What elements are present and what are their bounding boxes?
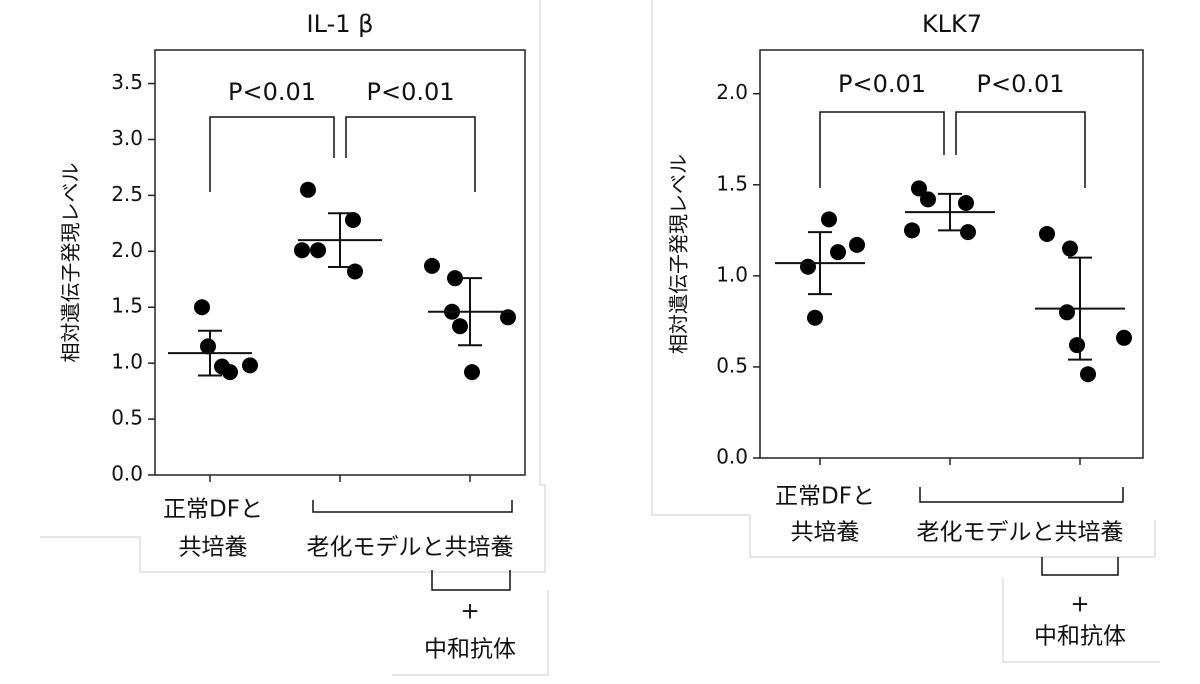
chart: KLK7 相対遺伝子発現レベル 0.0 0.5 1.0 1.5 2.0 P<0.01 P<0.0… [667,10,1144,650]
error-bar [1068,256,1092,361]
group-label: 中和抗体 [424,637,516,663]
significance-bracket [955,111,1086,188]
p-value-annotation: P<0.01 [838,70,926,98]
error-bar [808,231,832,296]
data-point [1069,337,1085,354]
group-label: 共培養 [791,520,860,546]
data-point [500,309,516,326]
frame-line [651,0,1156,558]
background-frames [40,0,1160,676]
p-value-annotation: P<0.01 [228,78,316,106]
y-tick-label: 2.0 [716,80,748,104]
group-bracket [431,570,511,591]
data-point [1062,240,1078,257]
chart: IL-1 β 相対遺伝子発現レベル 0.0 0.5 1.0 1.5 2.0 2.5 3.0 3.5… [59,10,526,663]
data-point [347,263,363,280]
data-point [294,242,310,259]
y-tick-label: 3.5 [111,70,143,94]
data-point [300,181,316,198]
data-point [920,191,936,208]
data-point [849,236,865,253]
group-label: 老化モデルと共培養 [307,535,514,561]
group-bracket [1041,557,1119,576]
y-tick-label: 1.5 [111,294,143,318]
y-tick-label: 0.5 [716,353,748,377]
data-point [242,357,258,374]
data-point [424,257,440,274]
y-tick-label: 0.0 [716,445,748,469]
data-point [222,364,238,381]
y-axis-label: 相対遺伝子発現レベル [59,163,83,363]
data-point [821,211,837,228]
error-bar [198,329,222,377]
data-point [464,364,480,381]
error-bar [328,212,352,268]
group-bracket [919,487,1124,503]
data-point [807,309,823,326]
data-point [800,258,816,275]
data-point [1039,225,1055,242]
data-point [1116,329,1132,346]
y-tick-label: 1.0 [111,350,143,374]
p-value-annotation: P<0.01 [366,78,454,106]
frame-line [392,590,549,676]
significance-bracket [819,111,945,188]
chart-title: IL-1 β [307,10,374,38]
y-tick-label: 2.0 [111,238,143,262]
data-point [911,180,927,197]
group-label: 共培養 [179,535,248,561]
y-tick-label: 0.0 [111,462,143,486]
data-point [958,195,974,211]
y-tick-label: 1.5 [716,171,748,195]
chart-title: KLK7 [922,10,982,38]
data-point [345,212,361,228]
data-point [447,270,463,287]
p-value-annotation: P<0.01 [976,70,1064,98]
data-point [200,338,216,355]
data-point [452,318,468,335]
group-label: + [1070,592,1089,618]
error-bar [938,192,962,232]
data-point [830,244,846,261]
y-axis-label: 相対遺伝子発現レベル [667,154,691,354]
data-point [1080,366,1096,383]
y-tick-label: 1.0 [716,262,748,286]
y-tick-label: 0.5 [111,406,143,430]
y-tick-label: 2.5 [111,182,143,206]
data-point [904,222,920,239]
frame-line [40,0,546,573]
frame-line [1002,578,1160,663]
group-label: 老化モデルと共培養 [917,520,1124,546]
data-point [310,242,326,259]
data-point [1059,304,1075,321]
group-label: + [460,599,479,625]
plot-frame [759,49,1144,459]
error-bar [458,277,482,347]
data-point [960,224,976,241]
group-label: 正常DFと [163,497,263,523]
data-point [194,299,210,316]
group-label: 正常DFと [775,484,875,510]
significance-bracket [209,116,335,192]
y-tick-label: 3.0 [111,126,143,150]
significance-bracket [345,116,476,192]
group-bracket [312,500,513,513]
group-label: 中和抗体 [1034,624,1126,650]
